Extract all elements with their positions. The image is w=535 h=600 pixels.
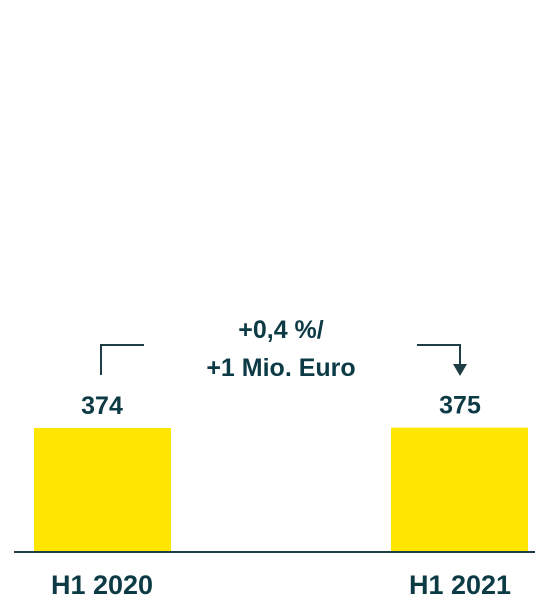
- category-label-1: H1 2020: [51, 570, 153, 600]
- category-label-2: H1 2021: [409, 570, 511, 600]
- bar-1: [34, 428, 171, 551]
- change-annotation-line-1: +0,4 %/: [238, 316, 324, 344]
- bracket-right: [417, 344, 461, 366]
- value-label-2: 375: [439, 392, 481, 420]
- bar-2: [391, 427, 528, 551]
- bracket-left: [100, 344, 144, 375]
- value-label-1: 374: [81, 392, 123, 420]
- change-annotation-line-2: +1 Mio. Euro: [206, 354, 355, 382]
- bracket-arrow-head: [453, 364, 467, 376]
